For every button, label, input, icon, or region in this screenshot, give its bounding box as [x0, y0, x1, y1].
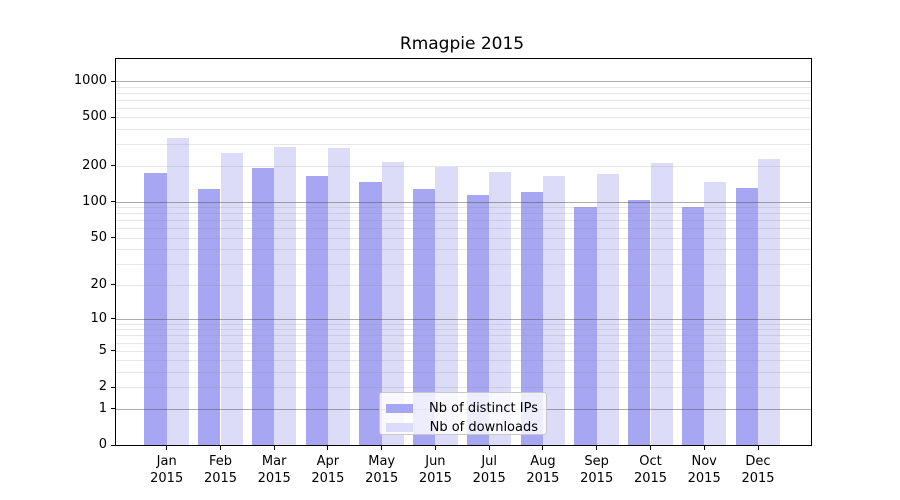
legend-swatch-downloads	[386, 423, 413, 432]
bar-distinct-ips-sep	[574, 207, 597, 445]
bar-downloads-dec	[758, 158, 781, 445]
minor-gridline	[116, 144, 811, 146]
y-tick	[111, 350, 115, 352]
legend-swatch-distinct-ips	[386, 404, 413, 413]
x-tick	[166, 446, 168, 450]
legend-label-distinct-ips: Nb of distinct IPs	[429, 400, 538, 416]
x-tick	[650, 446, 651, 450]
bar-downloads-oct	[650, 162, 673, 445]
y-tick	[111, 318, 115, 320]
x-tick-label: Dec 2015	[741, 454, 775, 486]
bar-downloads-apr	[327, 148, 351, 445]
bar-downloads-nov	[704, 182, 727, 445]
bar-downloads-may	[381, 162, 404, 445]
y-tick-label: 1000	[73, 73, 107, 88]
bar-distinct-ips-oct	[628, 199, 651, 445]
minor-gridline	[116, 107, 811, 109]
x-tick	[381, 446, 383, 450]
x-tick	[757, 446, 759, 450]
y-tick-label: 200	[82, 157, 107, 173]
y-tick-label: 50	[90, 229, 107, 245]
minor-gridline	[116, 129, 811, 131]
y-tick-label: 5	[98, 342, 107, 358]
bar-distinct-ips-jun	[413, 188, 436, 445]
plot-area: Nb of distinct IPs Nb of downloads Jan 20…	[74, 58, 812, 486]
bar-downloads-sep	[596, 173, 619, 445]
x-tick-label: Jul 2015	[472, 454, 506, 486]
x-tick	[488, 446, 490, 450]
bar-downloads-aug	[542, 176, 566, 445]
bar-distinct-ips-apr	[305, 175, 328, 445]
y-tick	[111, 444, 115, 446]
y-tick	[111, 237, 115, 239]
x-tick	[434, 446, 436, 450]
x-tick-label: Nov 2015	[687, 454, 721, 486]
bar-downloads-feb	[220, 153, 243, 445]
x-tick	[273, 446, 275, 450]
x-tick-label: Apr 2015	[311, 454, 345, 486]
x-tick-label: May 2015	[365, 454, 399, 486]
bar-distinct-ips-aug	[520, 191, 543, 445]
y-tick	[111, 165, 115, 167]
x-tick	[542, 446, 544, 450]
chart-title: Rmagpie 2015	[399, 34, 525, 54]
y-tick-label: 2	[98, 379, 107, 395]
x-tick-label: Sep 2015	[580, 454, 614, 486]
y-tick-label: 1	[98, 400, 107, 416]
y-tick	[111, 386, 115, 388]
x-tick-label: Jan 2015	[150, 454, 184, 486]
bar-distinct-ips-nov	[681, 207, 705, 445]
y-tick-label: 0	[98, 437, 107, 452]
bar-distinct-ips-jan	[144, 172, 167, 445]
minor-gridline	[116, 117, 811, 119]
bar-downloads-mar	[274, 146, 297, 445]
legend-item-downloads: Nb of downloads	[386, 418, 538, 437]
y-tick-label: 100	[82, 193, 107, 209]
bar-distinct-ips-may	[359, 182, 382, 445]
bar-downloads-jan	[166, 137, 189, 445]
legend: Nb of distinct IPs Nb of downloads	[379, 392, 547, 435]
bar-distinct-ips-mar	[251, 167, 275, 445]
bar-distinct-ips-jul	[466, 194, 490, 445]
minor-gridline	[116, 92, 811, 94]
y-tick	[111, 284, 115, 286]
x-tick	[703, 446, 705, 450]
bar-distinct-ips-dec	[735, 188, 758, 445]
legend-label-downloads: Nb of downloads	[429, 419, 538, 435]
bar-distinct-ips-feb	[198, 188, 221, 445]
y-tick-label: 20	[90, 276, 107, 292]
y-tick-label: 10	[90, 310, 107, 326]
x-tick	[596, 446, 598, 450]
y-tick-label: 500	[82, 109, 107, 125]
y-tick	[111, 80, 115, 82]
y-tick	[111, 116, 115, 118]
x-tick-label: Feb 2015	[203, 454, 238, 486]
minor-gridline	[116, 86, 811, 88]
x-tick	[327, 446, 329, 450]
y-tick	[111, 201, 115, 203]
legend-item-distinct-ips: Nb of distinct IPs	[386, 399, 538, 418]
x-tick-label: Jun 2015	[418, 454, 452, 486]
x-tick-label: Aug 2015	[526, 454, 560, 486]
bar-downloads-jun	[435, 166, 458, 445]
minor-gridline	[116, 99, 811, 101]
major-gridline	[116, 81, 811, 82]
x-tick-label: Mar 2015	[257, 454, 291, 486]
y-tick	[111, 408, 115, 409]
bar-downloads-jul	[489, 171, 512, 445]
x-tick-label: Oct 2015	[633, 454, 668, 486]
x-tick	[220, 446, 221, 450]
